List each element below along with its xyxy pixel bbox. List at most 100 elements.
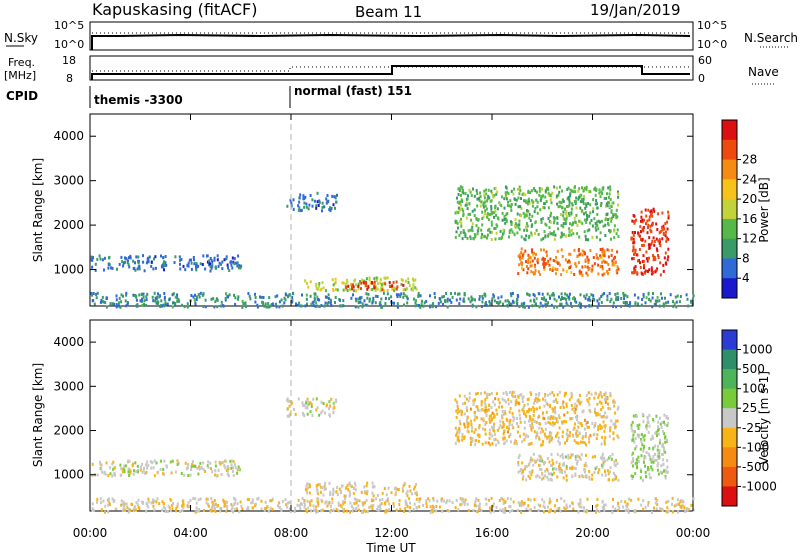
data-cell bbox=[571, 475, 574, 479]
data-cell bbox=[566, 436, 569, 440]
data-cell bbox=[477, 498, 480, 502]
data-cell bbox=[663, 413, 666, 417]
data-cell bbox=[215, 474, 218, 478]
data-cell bbox=[636, 271, 639, 275]
data-cell bbox=[459, 219, 462, 223]
data-cell bbox=[525, 507, 528, 511]
data-cell bbox=[208, 259, 210, 263]
data-cell bbox=[467, 399, 470, 403]
data-cell bbox=[562, 214, 565, 218]
data-cell bbox=[533, 272, 536, 275]
data-cell bbox=[588, 190, 591, 193]
data-cell bbox=[549, 417, 552, 421]
data-cell bbox=[588, 470, 591, 473]
data-cell bbox=[647, 292, 650, 296]
data-cell bbox=[576, 429, 579, 433]
data-cell bbox=[525, 201, 528, 204]
data-cell bbox=[400, 292, 403, 296]
data-cell bbox=[480, 401, 483, 404]
data-cell bbox=[556, 431, 559, 435]
data-cell bbox=[231, 256, 234, 260]
data-cell bbox=[672, 300, 674, 304]
data-cell bbox=[230, 503, 233, 507]
data-cell bbox=[539, 208, 542, 212]
data-cell bbox=[247, 292, 250, 295]
data-cell bbox=[568, 292, 571, 296]
data-cell bbox=[594, 188, 597, 191]
data-cell bbox=[309, 294, 312, 298]
data-cell bbox=[105, 305, 108, 309]
data-cell bbox=[516, 422, 518, 425]
data-cell bbox=[354, 488, 357, 492]
data-cell bbox=[491, 230, 493, 234]
data-cell bbox=[134, 505, 137, 509]
data-cell bbox=[485, 421, 488, 425]
colorbar-swatch bbox=[722, 258, 737, 279]
data-cell bbox=[487, 218, 490, 222]
data-cell bbox=[632, 247, 635, 251]
data-cell bbox=[657, 432, 660, 436]
data-cell bbox=[544, 394, 546, 398]
data-cell bbox=[565, 503, 568, 507]
data-cell bbox=[585, 474, 588, 478]
data-cell bbox=[346, 280, 349, 284]
data-cell bbox=[353, 501, 356, 505]
data-cell bbox=[408, 484, 411, 488]
data-cell bbox=[303, 505, 306, 509]
data-cell bbox=[546, 261, 549, 265]
data-cell bbox=[117, 301, 120, 305]
data-cell bbox=[544, 234, 547, 238]
data-cell bbox=[184, 461, 187, 465]
data-cell bbox=[492, 195, 495, 199]
data-cell bbox=[632, 429, 635, 433]
data-cell bbox=[323, 484, 326, 488]
data-cell bbox=[259, 295, 261, 299]
data-cell bbox=[637, 435, 640, 439]
data-cell bbox=[604, 391, 607, 395]
data-cell bbox=[617, 192, 620, 196]
data-cell bbox=[517, 501, 520, 505]
data-cell bbox=[486, 199, 489, 203]
data-cell bbox=[140, 297, 143, 301]
data-cell bbox=[543, 267, 546, 271]
data-cell bbox=[324, 411, 327, 415]
data-cell bbox=[580, 197, 583, 201]
data-cell bbox=[645, 250, 648, 254]
data-cell bbox=[566, 428, 569, 432]
colorbar-tick-label: 25 bbox=[742, 401, 757, 415]
data-cell bbox=[536, 474, 539, 478]
data-cell bbox=[304, 279, 307, 283]
data-cell bbox=[166, 465, 168, 469]
data-cell bbox=[137, 261, 140, 265]
data-cell bbox=[542, 237, 545, 241]
data-cell bbox=[448, 509, 451, 513]
data-cell bbox=[278, 501, 281, 505]
data-cell bbox=[530, 441, 533, 445]
data-cell bbox=[160, 299, 163, 303]
data-cell bbox=[645, 214, 648, 218]
data-cell bbox=[560, 292, 563, 296]
data-cell bbox=[547, 420, 550, 424]
data-cell bbox=[635, 444, 638, 448]
data-cell bbox=[509, 418, 512, 422]
data-cell bbox=[568, 295, 570, 299]
data-cell bbox=[539, 467, 542, 471]
data-cell bbox=[541, 304, 544, 308]
data-cell bbox=[646, 416, 649, 420]
data-cell bbox=[361, 278, 364, 282]
data-cell bbox=[513, 390, 516, 394]
data-cell bbox=[578, 474, 581, 478]
data-cell bbox=[168, 298, 171, 302]
data-cell bbox=[454, 211, 457, 215]
data-cell bbox=[548, 497, 551, 501]
data-cell bbox=[650, 465, 653, 469]
data-cell bbox=[669, 293, 672, 297]
data-cell bbox=[420, 302, 423, 306]
colorbar-tick-label: 100 bbox=[742, 382, 765, 396]
data-cell bbox=[491, 411, 494, 415]
data-cell bbox=[147, 500, 150, 504]
data-cell bbox=[584, 206, 587, 210]
data-cell bbox=[560, 273, 563, 277]
data-cell bbox=[518, 223, 521, 227]
data-cell bbox=[125, 293, 128, 297]
